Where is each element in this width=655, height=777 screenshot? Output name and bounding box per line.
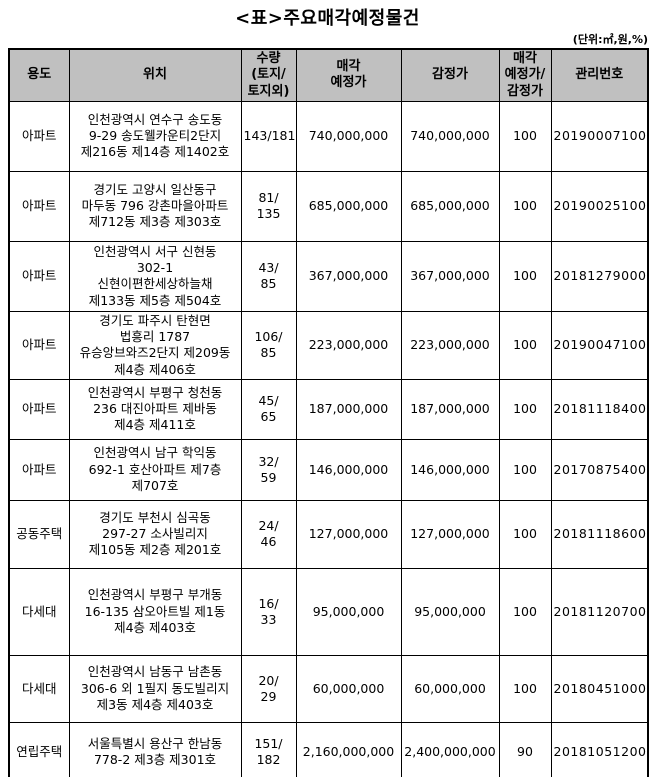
col-header-ratio: 매각 예정가/ 감정가 (498, 48, 552, 102)
page-title: <표>주요매각예정물건 (235, 8, 420, 29)
quantity-cell: 43/ 85 (240, 240, 297, 312)
management-no-cell: 201804510001 (550, 654, 649, 723)
usage-cell: 아파트 (8, 170, 70, 242)
table-row: 공동주택 경기도 부천시 심곡동 297-27 소사빌리지 제105동 제2층 … (8, 499, 649, 569)
location-cell: 인천광역시 서구 신현동 302-1 신현이편한세상하늘채 제133동 제5층 … (68, 240, 242, 312)
expected-price-cell: 146,000,000 (295, 438, 402, 501)
management-no-cell: 201812790001 (550, 240, 649, 312)
appraised-price-cell: 95,000,000 (400, 567, 500, 656)
usage-cell: 아파트 (8, 310, 70, 380)
appraised-price-cell: 187,000,000 (400, 378, 500, 440)
management-no-cell: 201900251001 (550, 170, 649, 242)
expected-price-cell: 187,000,000 (295, 378, 402, 440)
appraised-price-cell: 685,000,000 (400, 170, 500, 242)
usage-cell: 다세대 (8, 654, 70, 723)
location-cell: 서울특별시 용산구 한남동 778-2 제3층 제301호 (68, 721, 242, 777)
location-cell: 인천광역시 부평구 부개동 16-135 삼오아트빌 제1동 제4층 제403호 (68, 567, 242, 656)
table-row: 다세대 인천광역시 남동구 남촌동 306-6 외 1필지 동도빌리지 제3동 … (8, 654, 649, 723)
quantity-cell: 32/ 59 (240, 438, 297, 501)
table-row: 아파트 경기도 파주시 탄현면 법흥리 1787 유승앙브와즈2단지 제209동… (8, 310, 649, 380)
management-no-cell: 201811184001 (550, 378, 649, 440)
location-cell: 경기도 부천시 심곡동 297-27 소사빌리지 제105동 제2층 제201호 (68, 499, 242, 569)
appraised-price-cell: 2,400,000,000 (400, 721, 500, 777)
col-header-appraised-price: 감정가 (400, 48, 500, 102)
ratio-cell: 100 (498, 499, 552, 569)
management-no-cell: 201811207001 (550, 567, 649, 656)
usage-cell: 아파트 (8, 100, 70, 172)
col-header-quantity: 수량 (토지/ 토지외) (240, 48, 297, 102)
quantity-cell: 143/181 (240, 100, 297, 172)
location-cell: 경기도 고양시 일산동구 마두동 796 강촌마을아파트 제712동 제3층 제… (68, 170, 242, 242)
quantity-cell: 81/ 135 (240, 170, 297, 242)
ratio-cell: 100 (498, 567, 552, 656)
location-cell: 인천광역시 부평구 청천동 236 대진아파트 제바동 제4층 제411호 (68, 378, 242, 440)
ratio-cell: 100 (498, 240, 552, 312)
expected-price-cell: 223,000,000 (295, 310, 402, 380)
expected-price-cell: 2,160,000,000 (295, 721, 402, 777)
usage-cell: 연립주택 (8, 721, 70, 777)
appraised-price-cell: 223,000,000 (400, 310, 500, 380)
quantity-cell: 106/ 85 (240, 310, 297, 380)
quantity-cell: 24/ 46 (240, 499, 297, 569)
location-cell: 인천광역시 연수구 송도동 9-29 송도웰카운티2단지 제216동 제14층 … (68, 100, 242, 172)
table-row: 아파트 인천광역시 부평구 청천동 236 대진아파트 제바동 제4층 제411… (8, 378, 649, 440)
appraised-price-cell: 127,000,000 (400, 499, 500, 569)
table-row: 아파트 인천광역시 남구 학익동 692-1 호산아파트 제7층 제707호 3… (8, 438, 649, 501)
appraised-price-cell: 146,000,000 (400, 438, 500, 501)
ratio-cell: 100 (498, 170, 552, 242)
location-cell: 인천광역시 남구 학익동 692-1 호산아파트 제7층 제707호 (68, 438, 242, 501)
expected-price-cell: 367,000,000 (295, 240, 402, 312)
expected-price-cell: 95,000,000 (295, 567, 402, 656)
quantity-cell: 151/ 182 (240, 721, 297, 777)
appraised-price-cell: 367,000,000 (400, 240, 500, 312)
ratio-cell: 100 (498, 378, 552, 440)
table-row: 연립주택 서울특별시 용산구 한남동 778-2 제3층 제301호 151/ … (8, 721, 649, 777)
table-row: 아파트 인천광역시 연수구 송도동 9-29 송도웰카운티2단지 제216동 제… (8, 100, 649, 172)
management-no-cell: 201900471001 (550, 310, 649, 380)
expected-price-cell: 60,000,000 (295, 654, 402, 723)
expected-price-cell: 740,000,000 (295, 100, 402, 172)
ratio-cell: 90 (498, 721, 552, 777)
expected-price-cell: 685,000,000 (295, 170, 402, 242)
table-row: 다세대 인천광역시 부평구 부개동 16-135 삼오아트빌 제1동 제4층 제… (8, 567, 649, 656)
expected-price-cell: 127,000,000 (295, 499, 402, 569)
management-no-cell: 201708754001 (550, 438, 649, 501)
usage-cell: 아파트 (8, 438, 70, 501)
ratio-cell: 100 (498, 654, 552, 723)
col-header-management-no: 관리번호 (550, 48, 649, 102)
usage-cell: 다세대 (8, 567, 70, 656)
location-cell: 경기도 파주시 탄현면 법흥리 1787 유승앙브와즈2단지 제209동 제4층… (68, 310, 242, 380)
ratio-cell: 100 (498, 310, 552, 380)
management-no-cell: 201810512001 (550, 721, 649, 777)
col-header-expected-price: 매각 예정가 (295, 48, 402, 102)
table-row: 아파트 인천광역시 서구 신현동 302-1 신현이편한세상하늘채 제133동 … (8, 240, 649, 312)
quantity-cell: 45/ 65 (240, 378, 297, 440)
location-cell: 인천광역시 남동구 남촌동 306-6 외 1필지 동도빌리지 제3동 제4층 … (68, 654, 242, 723)
col-header-location: 위치 (68, 48, 242, 102)
appraised-price-cell: 740,000,000 (400, 100, 500, 172)
ratio-cell: 100 (498, 100, 552, 172)
usage-cell: 아파트 (8, 240, 70, 312)
header-row: 용도 위치 수량 (토지/ 토지외) 매각 예정가 감정가 매각 예정가/ 감정… (8, 48, 649, 102)
unit-note: (단위:㎡,원,%) (572, 33, 648, 46)
table-row: 아파트 경기도 고양시 일산동구 마두동 796 강촌마을아파트 제712동 제… (8, 170, 649, 242)
col-header-usage: 용도 (8, 48, 70, 102)
management-no-cell: 201811186001 (550, 499, 649, 569)
appraised-price-cell: 60,000,000 (400, 654, 500, 723)
ratio-cell: 100 (498, 438, 552, 501)
usage-cell: 공동주택 (8, 499, 70, 569)
quantity-cell: 20/ 29 (240, 654, 297, 723)
management-no-cell: 201900071001 (550, 100, 649, 172)
usage-cell: 아파트 (8, 378, 70, 440)
properties-table: 용도 위치 수량 (토지/ 토지외) 매각 예정가 감정가 매각 예정가/ 감정… (8, 48, 649, 777)
quantity-cell: 16/ 33 (240, 567, 297, 656)
